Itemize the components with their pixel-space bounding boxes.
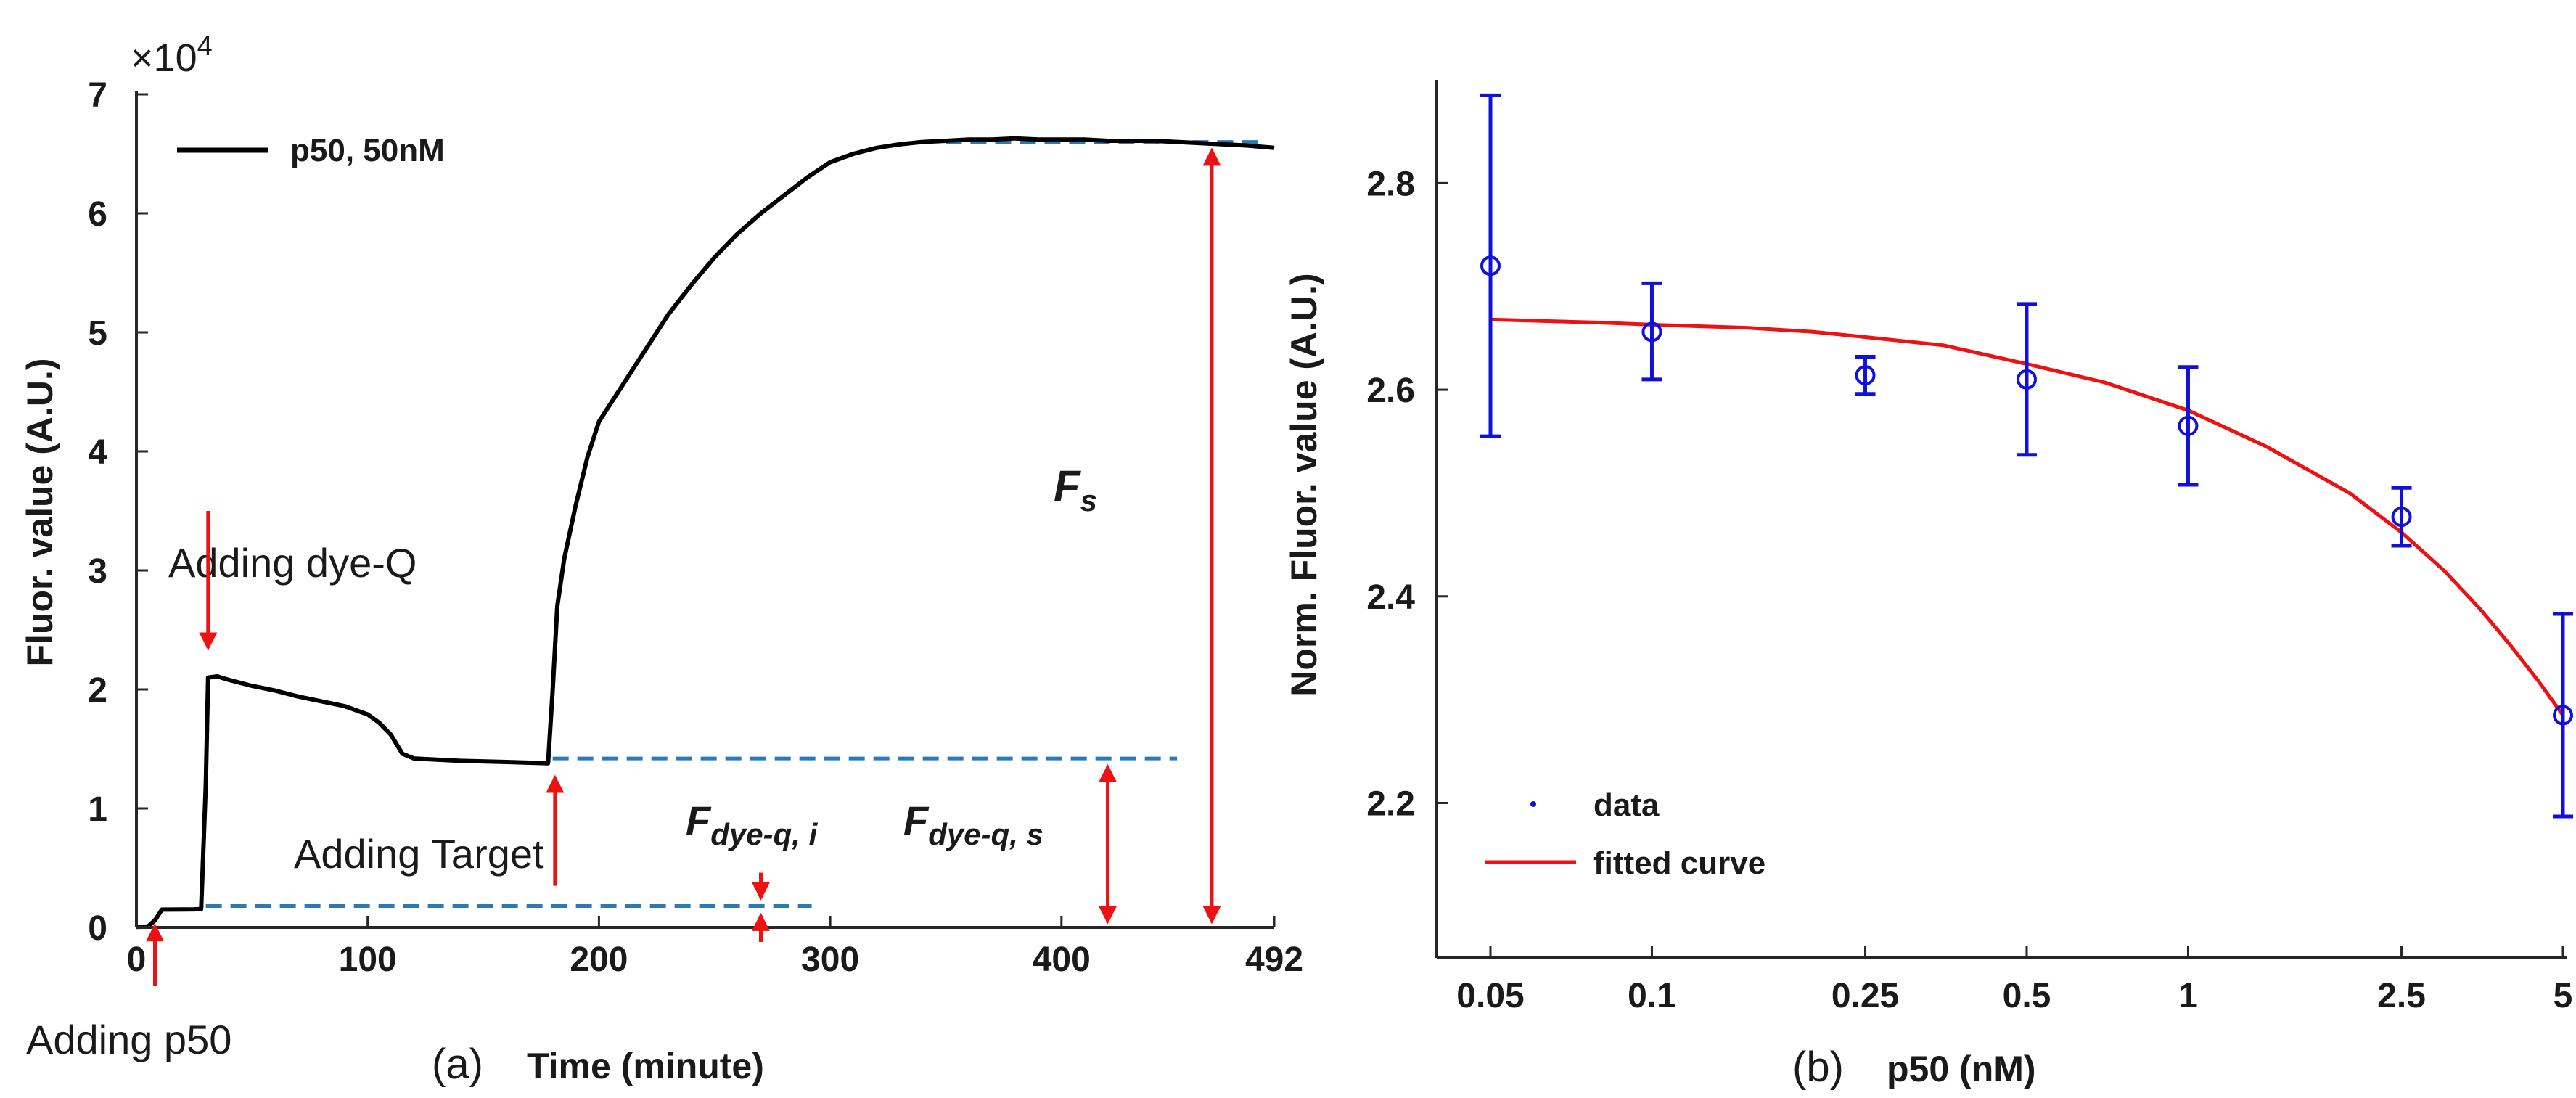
chart-panel-b: 0.05 0.1 0.25 0.5 1 2.5 5 2.2 2.4 2.6 2.8 data fi…: [1284, 80, 2573, 1091]
data-point: [2553, 705, 2573, 726]
x-tick-label-a: 400: [1033, 941, 1091, 979]
legend-label-fit: fitted curve: [1593, 845, 1765, 881]
x-tick-label-a: 200: [570, 941, 628, 979]
data-point: [2178, 415, 2199, 436]
y-axis-label-a: Fluor. value (A.U.): [20, 358, 60, 666]
panel-label-a: (a): [432, 1041, 483, 1088]
y-tick-label-b: 2.8: [1366, 165, 1415, 203]
annotation-f-dye-q-s: Fdye-q, s: [903, 798, 1043, 851]
fluorescence-trace-line: [136, 136, 1275, 930]
annotation-f-dye-q-i: Fdye-q, i: [686, 798, 819, 851]
tick-marks-a: [135, 93, 1276, 929]
data-point: [2391, 507, 2412, 528]
x-tick-label-b: 1: [2178, 977, 2198, 1015]
panel-label-b: (b): [1792, 1044, 1844, 1091]
annotation-adding-dye-q: Adding dye-Q: [168, 540, 417, 586]
x-tick-label-b: 0.25: [1831, 977, 1899, 1015]
legend-label-a: p50, 50nM: [290, 133, 445, 168]
data-point: [2017, 369, 2037, 390]
data-points: [1480, 255, 2573, 726]
annotation-f-s: Fs: [1054, 462, 1097, 517]
y-multiplier-a: ×104: [131, 31, 213, 80]
data-point: [1480, 255, 1501, 276]
data-point: [1855, 365, 1876, 386]
x-tick-label-b: 2.5: [2377, 977, 2426, 1015]
legend-marker-data: [1530, 801, 1536, 807]
annotation-arrows-a: [145, 147, 1221, 986]
annotation-adding-p50: Adding p50: [26, 1017, 231, 1062]
y-axis-label-b: Norm. Fluor. value (A.U.): [1284, 273, 1324, 696]
y-tick-label-a: 5: [88, 314, 107, 353]
y-tick-label-a: 2: [88, 671, 107, 710]
x-tick-label-b: 0.5: [2003, 977, 2051, 1015]
y-tick-label-a: 4: [88, 433, 107, 472]
y-tick-label-b: 2.6: [1366, 372, 1415, 410]
axes-b: [1435, 80, 2567, 959]
y-tick-labels-a: 0 1 2 3 4 5 6 7: [88, 76, 107, 948]
x-tick-labels-b: 0.05 0.1 0.25 0.5 1 2.5 5: [1456, 977, 2572, 1015]
legend-label-data: data: [1593, 787, 1660, 823]
x-tick-label-a: 300: [801, 941, 859, 979]
x-axis-label-a: Time (minute): [527, 1046, 764, 1086]
data-point: [1641, 321, 1662, 343]
x-tick-labels-a: 0 100 200 300 400 492: [127, 941, 1303, 979]
x-axis-label-b: p50 (nM): [1887, 1049, 2036, 1089]
x-tick-label-a: 492: [1245, 941, 1303, 979]
x-tick-label-a: 100: [339, 941, 397, 979]
y-tick-label-a: 0: [88, 909, 107, 948]
y-tick-label-a: 7: [88, 76, 107, 115]
y-tick-label-b: 2.2: [1366, 784, 1415, 823]
x-tick-label-b: 0.05: [1456, 977, 1524, 1015]
chart-panel-a: 0 100 200 300 400 492 0 1 2 3 4 5 6 7 ×104 p50, 50nM…: [20, 31, 1303, 1088]
axes-a: [135, 91, 1274, 929]
y-tick-label-a: 3: [88, 552, 107, 591]
x-tick-label-b: 5: [2554, 977, 2573, 1015]
y-tick-label-a: 6: [88, 195, 107, 234]
y-tick-label-a: 1: [88, 790, 107, 829]
tick-marks-b: [1437, 181, 2564, 958]
x-tick-label-a: 0: [127, 941, 147, 979]
x-tick-label-b: 0.1: [1628, 977, 1676, 1015]
fitted-curve-line: [1490, 317, 2565, 716]
error-bars: [1480, 93, 2573, 819]
y-tick-label-b: 2.4: [1366, 578, 1415, 617]
y-tick-labels-b: 2.2 2.4 2.6 2.8: [1366, 165, 1415, 823]
annotation-adding-target: Adding Target: [294, 831, 544, 877]
